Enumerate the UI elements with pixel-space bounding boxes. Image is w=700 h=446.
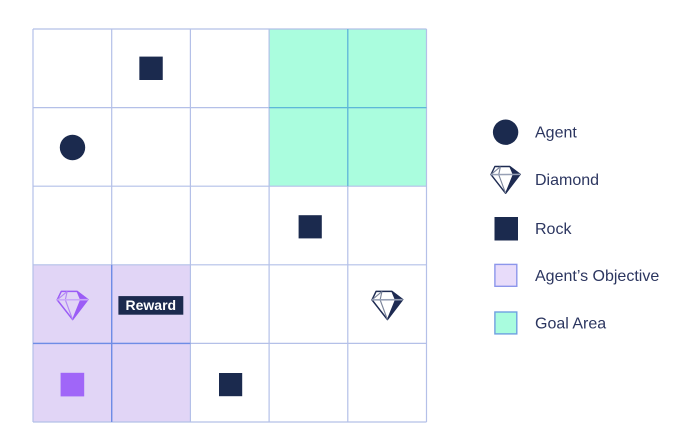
svg-text:Agent’s Objective: Agent’s Objective: [535, 268, 659, 285]
svg-text:Agent: Agent: [535, 125, 577, 142]
svg-text:Rock: Rock: [535, 221, 572, 238]
svg-text:Diamond: Diamond: [535, 172, 599, 189]
svg-text:Goal Area: Goal Area: [535, 316, 606, 333]
svg-text:Reward: Reward: [126, 297, 177, 313]
